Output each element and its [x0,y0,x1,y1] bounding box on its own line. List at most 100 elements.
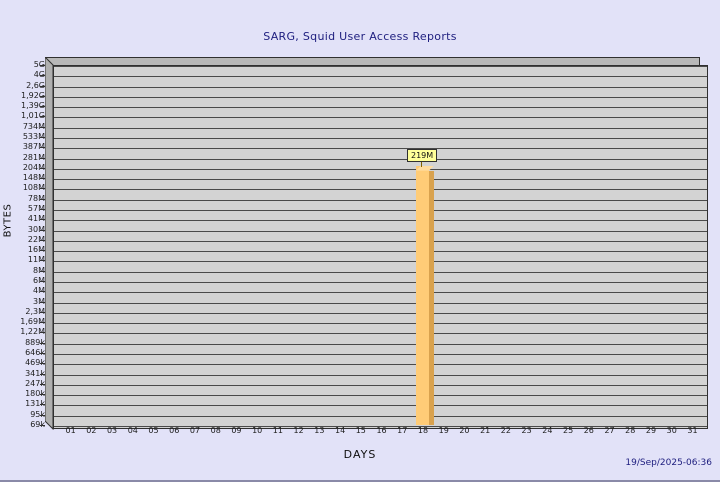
gridline [54,200,707,201]
gridline [54,405,707,406]
gridline [54,66,707,67]
y-tick-label: 69k [30,420,45,429]
y-tick-label: 148M [22,173,45,183]
gridline [54,97,707,98]
y-tick-mark [40,96,45,97]
gridline [54,189,707,190]
gridline [54,220,707,221]
y-tick-label: 57M [27,204,45,213]
bar-side-face [429,170,434,425]
page-title: SARG, Squid User Access Reports [263,30,457,43]
gridline [54,416,707,417]
x-tick-label: 25 [562,426,574,435]
y-tick-label: 30M [27,224,45,234]
x-tick-label: 08 [210,426,221,435]
x-tick-label: 19 [438,426,449,435]
x-tick-label: 17 [397,426,408,435]
y-tick-mark [40,137,45,138]
y-tick-label: 2,6G [26,80,45,90]
gridline [54,354,707,355]
x-tick-label: 28 [625,426,636,435]
y-tick-mark [40,106,45,107]
plot-grid [53,65,708,429]
y-tick-label: 6M [33,276,45,285]
x-tick-label: 03 [106,426,118,435]
generated-timestamp: 19/Sep/2025-06:36 [625,458,712,468]
y-tick-label: 180k [25,389,45,399]
y-tick-mark [40,240,45,241]
x-tick-label: 15 [355,426,366,435]
x-tick-label: 13 [314,426,325,435]
x-axis-title: DAYS [343,448,377,461]
y-tick-mark [40,384,45,385]
y-tick-label: 1,92G [20,90,45,100]
y-tick-label: 131k [25,399,45,409]
x-axis-labels: 01 02 03 04 05 06 07 08 09 10 11 12 13 14 15 16 17 18 19 20… [0,426,720,442]
gridline [54,375,707,376]
y-tick-label: 1,01G [20,111,45,121]
gridline [54,282,707,283]
y-tick-mark [40,127,45,128]
x-tick-label: 31 [687,426,698,435]
y-tick-label: 734M [22,121,45,131]
y-tick-label: 2,3M [25,306,45,316]
gridline [54,272,707,273]
y-tick-mark [40,394,45,395]
gridline [54,138,707,139]
y-tick-mark [40,260,45,261]
y-tick-mark [40,343,45,344]
y-tick-mark [40,281,45,282]
y-tick-label: 341k [25,368,45,378]
gridline [54,364,707,365]
x-tick-label: 29 [645,426,657,435]
y-tick-label: 22M [27,234,45,244]
x-tick-label: 01 [65,426,76,435]
gridline [54,107,707,108]
y-tick-label: 469k [25,358,45,368]
gridline [54,231,707,232]
x-tick-label: 27 [604,426,615,435]
bar [416,165,429,425]
y-tick-mark [40,312,45,313]
x-tick-label: 21 [480,426,491,435]
gridline [54,87,707,88]
bar-label-connector [421,161,422,167]
y-tick-mark [40,178,45,179]
y-tick-label: 95k [30,409,45,419]
y-tick-label: 108M [22,183,45,193]
gridline [54,395,707,396]
x-tick-label: 12 [293,426,304,435]
y-tick-mark [40,230,45,231]
y-tick-label: 4G [1,71,45,79]
x-tick-label: 05 [148,426,159,435]
x-tick-label: 30 [666,426,677,435]
y-axis-labels: 5G4G2,6G1,92G1,39G1,01G734M533M387M281M2… [0,57,45,429]
y-tick-mark [40,219,45,220]
y-tick-mark [40,158,45,159]
y-tick-mark [40,374,45,375]
x-tick-label: 18 [417,426,429,435]
gridline [54,292,707,293]
y-tick-mark [40,147,45,148]
y-tick-mark [40,353,45,354]
y-tick-label: 8M [33,265,45,275]
y-tick-label: 1,22M [20,327,45,337]
y-tick-mark [40,65,45,66]
gridline [54,241,707,242]
y-tick-label: 1,69M [20,317,45,327]
gridline [54,313,707,314]
y-tick-mark [40,271,45,272]
gridline [54,76,707,77]
gridline [54,148,707,149]
bar-value-label: 219M [407,148,437,162]
x-tick-label: 09 [231,426,242,435]
y-tick-label: 5G [1,61,45,69]
y-tick-mark [40,188,45,189]
x-tick-label: 06 [169,426,180,435]
plot-area: 219M [45,57,708,430]
bar-top-face [416,165,434,171]
x-tick-label: 20 [459,426,470,435]
gridline [54,426,707,427]
y-tick-label: 533M [22,132,45,141]
